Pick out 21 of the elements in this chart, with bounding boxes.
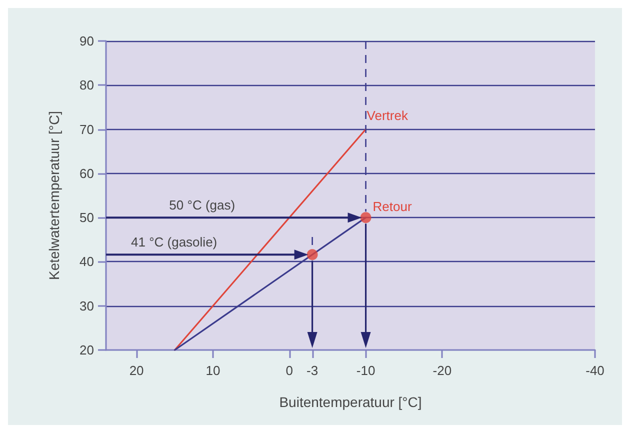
y-tick-label: 40 (80, 254, 94, 270)
y-axis-title: Ketelwatertemperatuur [°C] (46, 110, 62, 280)
y-tick-label: 20 (80, 342, 94, 358)
series-label: Vertrek (366, 108, 408, 123)
y-tick-label: 50 (80, 210, 94, 226)
y-tick-label: 90 (80, 34, 94, 48)
series-label: Retour (372, 199, 412, 214)
x-tick-label: -10 (356, 363, 376, 378)
y-tick-label: 70 (80, 122, 94, 137)
x-tick-label: 20 (129, 363, 144, 378)
annotation: 41 °C (gasolie) (131, 234, 218, 250)
x-tick-label: 0 (286, 363, 293, 378)
x-tick-label: 10 (206, 363, 220, 378)
x-tick-label: -20 (432, 363, 452, 378)
x-axis-title: Buitentemperatuur [°C] (279, 394, 422, 410)
y-tick-label: 30 (80, 298, 94, 314)
annotation: 50 °C (gas) (169, 198, 236, 213)
y-tick-label: 80 (80, 78, 94, 93)
y-tick-label: 60 (80, 166, 94, 181)
x-tick-label: -40 (586, 363, 604, 378)
x-tick-label: -3 (306, 363, 318, 378)
